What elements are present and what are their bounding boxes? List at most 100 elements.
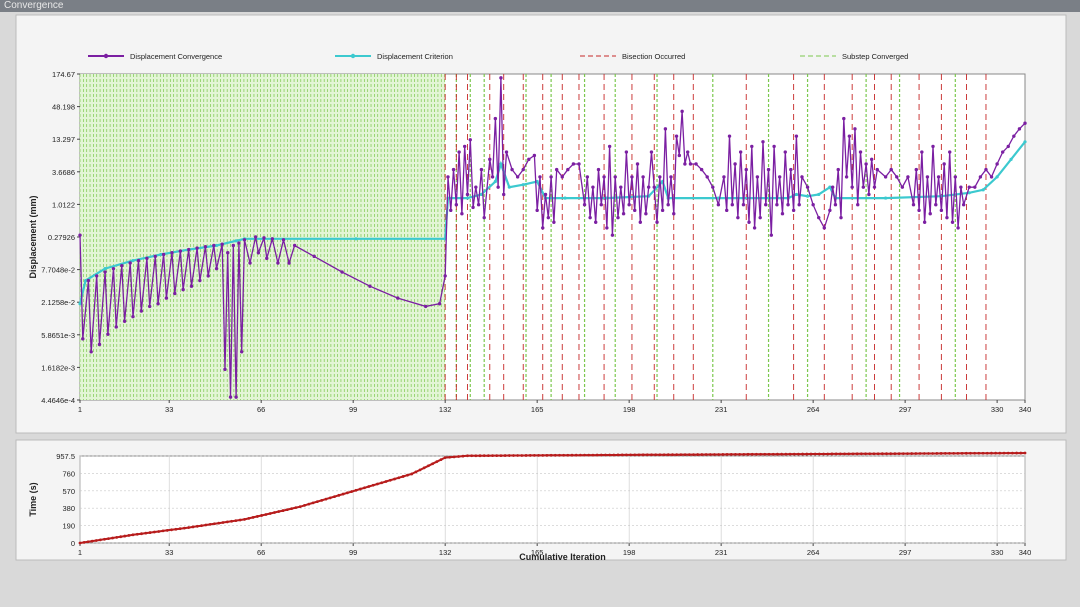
time-point [939,452,943,455]
time-point [721,453,725,456]
convergence-point [839,215,843,220]
convergence-point [253,235,258,239]
time-point [796,452,800,456]
time-point [285,508,289,511]
convergence-point [797,203,801,207]
time-point [499,454,503,457]
convergence-point [591,185,595,189]
convergence-point [1006,144,1010,149]
time-point [595,453,599,457]
time-point [410,472,414,476]
y-tick-label: 7.7048e-2 [41,266,75,275]
convergence-point [97,342,102,347]
time-point [443,456,447,459]
convergence-point [830,185,835,189]
time-point [918,452,922,455]
convergence-point [850,185,854,189]
convergence-point [482,215,486,220]
time-point [608,453,612,457]
time-point [654,453,658,457]
convergence-point [953,175,958,179]
time-point [679,453,683,457]
convergence-point [922,220,927,224]
convergence-point [789,167,793,172]
criterion-point [493,179,497,184]
time-point [742,452,746,456]
convergence-point [791,208,796,213]
time-point [486,454,490,458]
convergence-point [156,302,160,306]
time-point [650,453,653,457]
convergence-point [917,208,921,213]
x-tick-label: 264 [807,548,820,557]
time-point [290,507,294,511]
time-point [474,454,478,458]
convergence-point [588,215,592,220]
time-point [414,470,418,474]
convergence-point [178,249,183,253]
convergence-point [633,208,637,213]
convergence-point [173,291,177,296]
time-point [1015,451,1019,455]
convergence-point [883,175,888,179]
convergence-point [680,109,684,114]
time-point [345,491,349,495]
convergence-point [961,203,966,207]
time-point [935,452,939,455]
convergence-point [212,243,216,248]
time-point [431,462,435,466]
x-tick-label: 1 [78,405,82,414]
convergence-point [585,175,590,179]
time-point [234,519,238,523]
time-point [376,482,379,486]
time-point [645,453,649,457]
criterion-point [1023,140,1027,144]
convergence-point [490,175,495,179]
convergence-point [766,167,771,172]
time-point [512,454,515,457]
time-point [243,517,246,521]
convergence-point [256,251,261,255]
y-tick-label: 4.4646e-4 [41,396,75,405]
convergence-point [145,256,149,261]
time-point [725,453,729,456]
convergence-series-line [79,77,1026,398]
criterion-point [981,188,985,192]
convergence-point [978,175,983,179]
convergence-point [705,175,709,179]
time-point [187,526,191,529]
time-point [700,453,704,456]
time-point [637,453,641,457]
convergence-point [443,274,447,278]
convergence-point [920,150,924,154]
time-point [401,475,405,478]
convergence-point [725,208,729,213]
time-point [872,452,876,456]
convergence-point [122,319,127,323]
x-tick-label: 132 [439,548,452,557]
y-tick-label: 1.0122 [52,200,75,209]
time-point [393,477,396,481]
time-point [281,509,285,512]
convergence-point [660,208,665,213]
y-tick-label: 1.6182e-3 [41,363,75,372]
convergence-point [340,270,344,274]
convergence-point [139,309,144,313]
time-point [964,451,968,455]
convergence-point [635,162,640,166]
time-point [931,452,935,455]
time-point [629,453,632,457]
time-point [583,453,586,457]
time-point [704,453,708,456]
time-point [273,511,276,514]
convergence-point [164,296,169,300]
convergence-point [694,162,698,166]
time-point [1023,451,1027,455]
time-point [528,454,532,457]
convergence-point [644,212,648,216]
convergence-point [95,274,99,278]
x-tick-label: 198 [623,405,636,414]
time-point [225,520,229,524]
convergence-point [758,215,762,220]
time-point [388,478,392,482]
